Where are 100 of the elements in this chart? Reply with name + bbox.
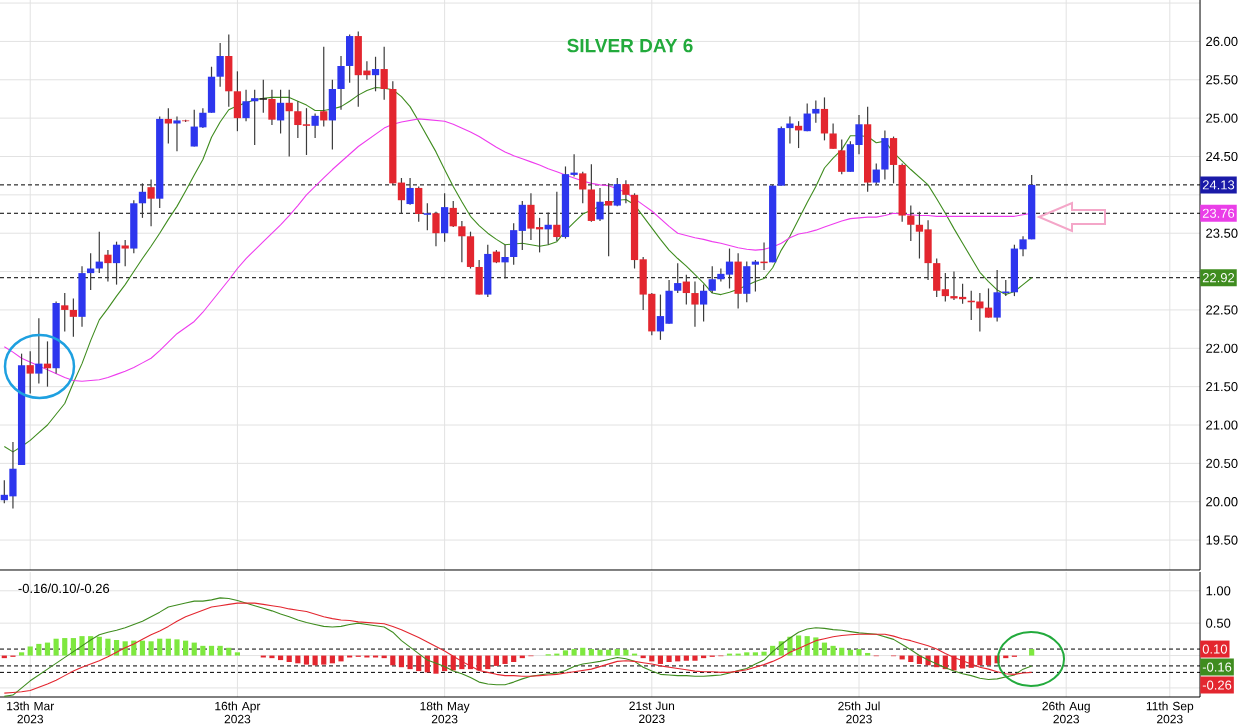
x-tick-label: 11th Sep 2023 bbox=[1146, 701, 1194, 724]
bar bbox=[795, 635, 802, 656]
candlestick bbox=[449, 200, 457, 228]
bar bbox=[813, 637, 819, 656]
bar bbox=[821, 642, 828, 656]
bar bbox=[683, 655, 689, 661]
bar bbox=[804, 636, 810, 656]
bar bbox=[183, 640, 189, 656]
bar bbox=[623, 649, 629, 656]
bar bbox=[597, 649, 603, 656]
candlestick bbox=[242, 89, 250, 122]
candlestick bbox=[258, 79, 268, 114]
bar bbox=[865, 652, 871, 656]
candlestick bbox=[803, 102, 811, 132]
ref-line-label: 24.13 bbox=[1202, 180, 1235, 190]
candlestick bbox=[285, 89, 293, 158]
candlestick bbox=[553, 191, 561, 242]
bar bbox=[398, 655, 405, 668]
ref-line-label: 22.92 bbox=[1202, 273, 1235, 283]
bar bbox=[614, 649, 620, 656]
bar bbox=[847, 649, 853, 656]
candlestick bbox=[276, 89, 285, 135]
y-tick-label: 26.00 bbox=[1206, 36, 1238, 47]
bar bbox=[234, 652, 240, 656]
x-tick-label: 26th Aug 2023 bbox=[1042, 701, 1090, 724]
bar bbox=[666, 655, 672, 663]
candlestick bbox=[216, 42, 224, 88]
y-tick-label: 22.50 bbox=[1206, 305, 1238, 315]
candlestick bbox=[397, 177, 406, 215]
bar bbox=[1029, 649, 1035, 656]
candlestick bbox=[164, 107, 172, 145]
bar bbox=[96, 636, 102, 656]
bar bbox=[744, 652, 750, 656]
ref-line-label: -0.16 bbox=[1202, 662, 1232, 672]
bar bbox=[62, 638, 68, 656]
bar bbox=[208, 645, 215, 656]
x-tick-label: 21st Jun 2023 bbox=[629, 701, 675, 724]
bar bbox=[44, 642, 51, 656]
candlestick bbox=[941, 272, 949, 303]
x-tick-label: 16th Apr 2023 bbox=[215, 701, 261, 724]
candlestick bbox=[838, 139, 846, 175]
candlestick bbox=[596, 187, 604, 222]
bar bbox=[977, 655, 983, 666]
ref-line-label: 23.76 bbox=[1202, 208, 1235, 218]
bar bbox=[407, 655, 413, 670]
bar bbox=[580, 647, 586, 656]
candlestick bbox=[294, 100, 302, 139]
bar bbox=[606, 649, 612, 656]
bar bbox=[191, 642, 197, 656]
bar bbox=[53, 638, 59, 656]
candlestick bbox=[708, 265, 716, 294]
candlestick bbox=[147, 178, 155, 227]
bar bbox=[416, 655, 422, 672]
bar bbox=[105, 638, 111, 656]
candlestick bbox=[199, 107, 207, 129]
x-tick-label: 13th Mar 2023 bbox=[7, 701, 55, 724]
ref-line-label: 0.10 bbox=[1202, 644, 1227, 654]
bar bbox=[485, 655, 491, 670]
candlestick bbox=[674, 262, 682, 294]
bar bbox=[174, 639, 180, 656]
candlestick bbox=[423, 202, 431, 231]
bar bbox=[157, 638, 163, 656]
y-tick-label: 0.50 bbox=[1206, 618, 1231, 628]
candlestick bbox=[104, 249, 112, 283]
y-tick-label: 20.00 bbox=[1206, 497, 1238, 507]
candlestick bbox=[380, 46, 388, 101]
bar bbox=[122, 641, 128, 656]
candlestick bbox=[1019, 235, 1027, 257]
candlestick bbox=[95, 231, 103, 274]
candlestick bbox=[320, 46, 328, 128]
bar bbox=[338, 655, 344, 662]
bar bbox=[79, 636, 85, 656]
text: SILVER DAY 6 bbox=[567, 38, 693, 53]
candlestick bbox=[121, 239, 129, 267]
bar bbox=[657, 655, 664, 664]
bar bbox=[985, 655, 992, 666]
candlestick bbox=[458, 220, 466, 263]
candlestick bbox=[622, 179, 630, 204]
ref-line-label: -0.26 bbox=[1202, 680, 1232, 690]
bar bbox=[27, 646, 33, 656]
y-tick-label: 25.50 bbox=[1206, 75, 1238, 85]
candlestick bbox=[69, 297, 78, 338]
bar bbox=[588, 649, 594, 656]
candlestick bbox=[302, 107, 311, 156]
y-tick-label: 22.00 bbox=[1206, 343, 1238, 353]
candlestick bbox=[138, 182, 147, 219]
y-tick-label: 19.50 bbox=[1206, 535, 1238, 545]
bar bbox=[303, 655, 310, 665]
annotation: -0.16/0.10/-0.26 bbox=[18, 583, 110, 594]
candlestick bbox=[190, 109, 198, 148]
candlestick bbox=[251, 89, 259, 146]
bar bbox=[761, 651, 767, 656]
candlestick bbox=[371, 56, 380, 92]
candlestick bbox=[699, 284, 708, 323]
candlestick bbox=[337, 55, 345, 111]
bar bbox=[113, 640, 120, 656]
bar bbox=[321, 655, 327, 665]
candlestick bbox=[872, 162, 880, 185]
bar bbox=[752, 652, 758, 656]
bar bbox=[165, 638, 171, 656]
